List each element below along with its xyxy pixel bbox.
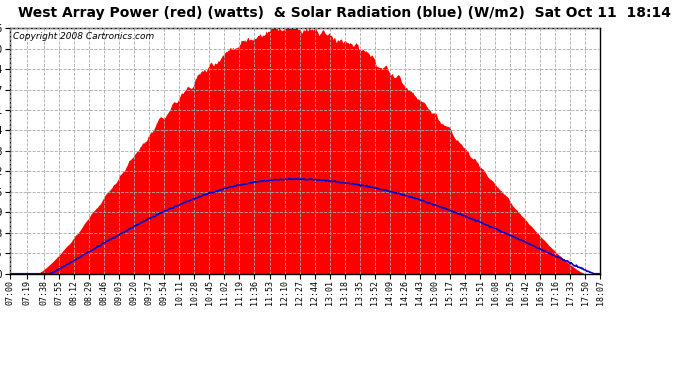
Text: West Array Power (red) (watts)  & Solar Radiation (blue) (W/m2)  Sat Oct 11  18:: West Array Power (red) (watts) & Solar R… (19, 6, 671, 20)
Text: Copyright 2008 Cartronics.com: Copyright 2008 Cartronics.com (13, 32, 155, 41)
